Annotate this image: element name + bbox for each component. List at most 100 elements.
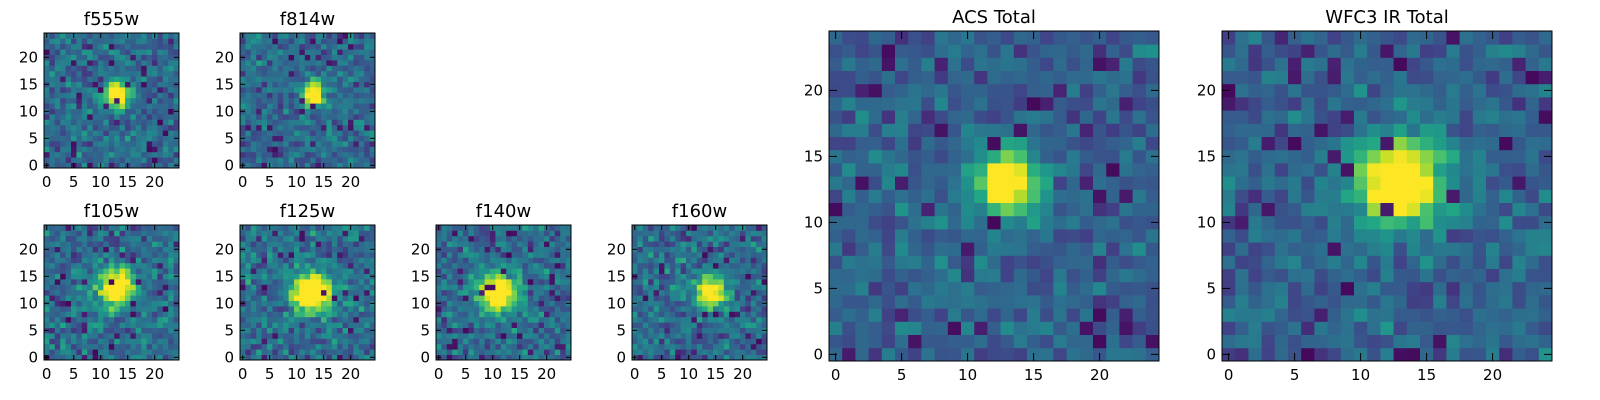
heatmap-cell (544, 311, 550, 318)
heatmap-cell (468, 354, 475, 361)
heatmap-cell (277, 225, 284, 231)
heatmap-cell (157, 92, 164, 99)
heatmap-cell (288, 114, 295, 120)
heatmap-cell (463, 273, 469, 280)
heatmap-cell (549, 273, 556, 280)
heatmap-cell (686, 257, 692, 264)
heatmap-cell (881, 149, 896, 164)
x-tick-label: 15 (706, 365, 725, 383)
heatmap-cell (761, 306, 768, 312)
heatmap-cell (468, 289, 475, 296)
heatmap-cell (1066, 321, 1081, 335)
heatmap-cell (669, 343, 676, 350)
heatmap-cell (1053, 176, 1067, 190)
heatmap-cell (87, 289, 93, 296)
heatmap-cell (1486, 281, 1500, 296)
heatmap-cell (1053, 123, 1067, 137)
heatmap-cell (457, 268, 464, 274)
heatmap-cell (331, 262, 338, 269)
heatmap-cell (299, 157, 306, 163)
heatmap-cell (517, 327, 523, 334)
y-tick-label: 15 (215, 267, 234, 285)
heatmap-cell (934, 176, 949, 190)
heatmap-cell (364, 354, 370, 361)
heatmap-cell (1106, 215, 1120, 230)
heatmap-cell (702, 322, 708, 328)
heatmap-cell (829, 321, 843, 335)
panel-title: ACS Total (952, 7, 1036, 28)
heatmap-cell (1145, 229, 1160, 243)
heatmap-cell (342, 103, 349, 109)
heatmap-cell (130, 70, 137, 77)
heatmap-cell (664, 349, 671, 355)
heatmap-cell (468, 322, 475, 328)
heatmap-cell (256, 92, 262, 99)
heatmap-cell (1472, 347, 1487, 362)
heatmap-cell (261, 230, 268, 237)
heatmap-cell (326, 306, 333, 312)
heatmap-cell (119, 97, 126, 104)
heatmap-cell (114, 295, 120, 301)
heatmap-cell (653, 241, 660, 247)
heatmap-cell (1145, 321, 1160, 335)
heatmap-cell (81, 146, 88, 153)
heatmap-cell (495, 327, 502, 334)
heatmap-cell (60, 262, 66, 269)
heatmap-cell (686, 338, 692, 345)
heatmap-cell (842, 163, 856, 177)
heatmap-cell (108, 43, 115, 50)
heatmap-cell (729, 252, 735, 258)
heatmap-cell (299, 151, 306, 158)
heatmap-cell (473, 262, 480, 269)
heatmap-cell (240, 252, 246, 258)
heatmap-cell (81, 33, 88, 39)
heatmap-cell (245, 119, 252, 126)
y-tick-label: 20 (215, 240, 234, 258)
heatmap-cell (256, 257, 262, 264)
heatmap-cell (315, 246, 322, 253)
heatmap-cell (141, 33, 147, 39)
heatmap-cell (987, 31, 1001, 45)
heatmap-cell (310, 327, 316, 334)
heatmap-cell (1538, 242, 1553, 256)
heatmap-cell (119, 103, 126, 109)
heatmap-cell (54, 349, 61, 355)
heatmap-cell (240, 338, 246, 345)
heatmap-cell (103, 146, 110, 153)
heatmap-cell (60, 76, 66, 82)
heatmap-cell (135, 49, 142, 55)
heatmap-cell (740, 311, 746, 318)
heatmap-cell (299, 343, 306, 350)
heatmap-cell (162, 81, 169, 88)
heatmap-cell (1261, 176, 1276, 190)
heatmap-cell (272, 60, 279, 66)
heatmap-cell (87, 141, 93, 147)
heatmap-cell (921, 202, 935, 217)
heatmap-cell (304, 338, 311, 345)
heatmap-cell (81, 273, 88, 280)
heatmap-cell (152, 114, 158, 120)
heatmap-cell (321, 103, 327, 109)
heatmap-cell (81, 141, 88, 147)
heatmap-cell (119, 262, 126, 269)
heatmap-cell (713, 322, 719, 328)
heatmap-cell (495, 289, 502, 296)
heatmap-cell (723, 311, 730, 318)
heatmap-cell (240, 92, 246, 99)
heatmap-cell (54, 43, 61, 50)
heatmap-cell (517, 338, 523, 345)
heatmap-cell (54, 316, 61, 323)
heatmap-cell (1499, 202, 1513, 217)
heatmap-cell (277, 349, 284, 355)
heatmap-cell (723, 268, 730, 274)
heatmap-cell (1314, 308, 1328, 322)
heatmap-cell (294, 295, 300, 301)
heatmap-cell (141, 322, 147, 328)
heatmap-cell (1093, 149, 1107, 164)
heatmap-cell (146, 130, 153, 136)
heatmap-cell (729, 295, 735, 301)
heatmap-cell (103, 333, 110, 339)
heatmap-cell (560, 279, 566, 285)
heatmap-cell (1314, 281, 1328, 296)
